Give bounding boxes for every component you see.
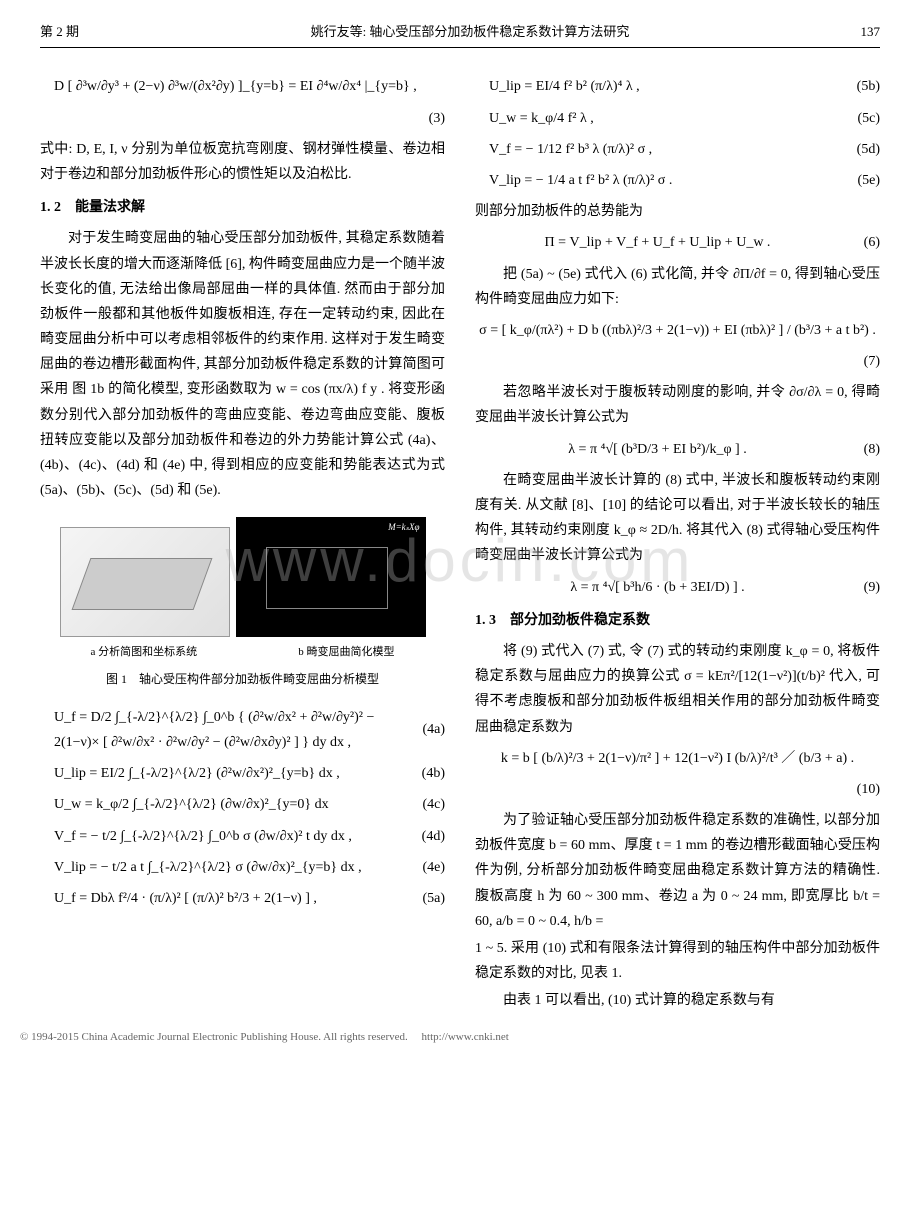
figure-1-caption: 图 1 轴心受压构件部分加劲板件畸变屈曲分析模型 [40, 669, 445, 691]
figure-1b-label: b 畸变屈曲简化模型 [298, 643, 394, 663]
section-1-2-title: 1. 2 能量法求解 [40, 195, 445, 220]
eq4a-formula: U_f = D/2 ∫_{-λ/2}^{λ/2} ∫_0^b { (∂²w/∂x… [40, 705, 405, 755]
running-title: 姚行友等: 轴心受压部分加劲板件稳定系数计算方法研究 [120, 20, 820, 43]
equation-6: Π = V_lip + V_f + U_f + U_lip + U_w . (6… [475, 230, 880, 255]
eq5c-formula: U_w = k_φ/4 f² λ , [475, 106, 840, 131]
figure-1b-formula-label: M=kₛXφ [388, 519, 419, 535]
section-1-3-p2: 为了验证轴心受压部分加劲板件稳定系数的准确性, 以部分加劲板件宽度 b = 60… [475, 808, 880, 934]
eq5d-tag: (5d) [840, 137, 880, 162]
eq4a-tag: (4a) [405, 717, 445, 742]
equation-9: λ = π ⁴√[ b³h/6 · (b + 3EI/D) ] . (9) [475, 575, 880, 600]
eq5b-tag: (5b) [840, 74, 880, 99]
left-column: D [ ∂³w/∂y³ + (2−ν) ∂³w/(∂x²∂y) ]_{y=b} … [40, 68, 445, 1015]
figure-1: M=kₛXφ a 分析简图和坐标系统 b 畸变屈曲简化模型 图 1 轴心受压构件… [40, 517, 445, 690]
eq4e-formula: V_lip = − t/2 a t ∫_{-λ/2}^{λ/2} σ (∂w/∂… [40, 855, 405, 880]
eq4e-tag: (4e) [405, 855, 445, 880]
two-column-layout: D [ ∂³w/∂y³ + (2−ν) ∂³w/(∂x²∂y) ]_{y=b} … [40, 68, 880, 1015]
copyright-text: © 1994-2015 China Academic Journal Elect… [20, 1031, 419, 1043]
eq5e-tag: (5e) [840, 168, 880, 193]
equation-4d: V_f = − t/2 ∫_{-λ/2}^{λ/2} ∫_0^b σ (∂w/∂… [40, 824, 445, 849]
eq10-formula: k = b [ (b/λ)²/3 + 2(1−ν)/π² ] + 12(1−ν²… [475, 746, 880, 771]
eq6-formula: Π = V_lip + V_f + U_f + U_lip + U_w . [475, 230, 840, 255]
eq3-formula: D [ ∂³w/∂y³ + (2−ν) ∂³w/(∂x²∂y) ]_{y=b} … [40, 74, 445, 99]
equation-4e: V_lip = − t/2 a t ∫_{-λ/2}^{λ/2} σ (∂w/∂… [40, 855, 445, 880]
section-1-3-title: 1. 3 部分加劲板件稳定系数 [475, 608, 880, 633]
section-1-3-p1: 将 (9) 式代入 (7) 式, 令 (7) 式的转动约束刚度 k_φ = 0,… [475, 639, 880, 740]
eq9-formula: λ = π ⁴√[ b³h/6 · (b + 3EI/D) ] . [475, 575, 840, 600]
figure-1-images: M=kₛXφ [40, 517, 445, 637]
eq5b-formula: U_lip = EI/4 f² b² (π/λ)⁴ λ , [475, 74, 840, 99]
eq4d-tag: (4d) [405, 824, 445, 849]
eq4c-tag: (4c) [405, 792, 445, 817]
eq8-formula: λ = π ⁴√[ (b³D/3 + EI b²)/k_φ ] . [475, 437, 840, 462]
after-eq8-text: 在畸变屈曲半波长计算的 (8) 式中, 半波长和腹板转动约束刚度有关. 从文献 … [475, 468, 880, 569]
eq5c-tag: (5c) [840, 106, 880, 131]
eq8-tag: (8) [840, 437, 880, 462]
equation-8: λ = π ⁴√[ (b³D/3 + EI b²)/k_φ ] . (8) [475, 437, 880, 462]
figure-1a-sketch [60, 527, 230, 637]
equation-10: k = b [ (b/λ)²/3 + 2(1−ν)/π² ] + 12(1−ν²… [475, 746, 880, 771]
eq10-tag: (10) [840, 777, 880, 802]
equation-3-tag-row: (3) [40, 106, 445, 131]
equation-4c: U_w = k_φ/2 ∫_{-λ/2}^{λ/2} (∂w/∂x)²_{y=0… [40, 792, 445, 817]
eq4b-formula: U_lip = EI/2 ∫_{-λ/2}^{λ/2} (∂²w/∂x²)²_{… [40, 761, 405, 786]
right-column: U_lip = EI/4 f² b² (π/λ)⁴ λ , (5b) U_w =… [475, 68, 880, 1015]
figure-1a-label: a 分析简图和坐标系统 [91, 643, 198, 663]
eq5d-formula: V_f = − 1/12 f² b³ λ (π/λ)² σ , [475, 137, 840, 162]
equation-5b: U_lip = EI/4 f² b² (π/λ)⁴ λ , (5b) [475, 74, 880, 99]
eq3-tag: (3) [405, 106, 445, 131]
equation-5a: U_f = Dbλ f²/4 · (π/λ)² [ (π/λ)² b²/3 + … [40, 886, 445, 911]
eq4d-formula: V_f = − t/2 ∫_{-λ/2}^{λ/2} ∫_0^b σ (∂w/∂… [40, 824, 405, 849]
section-1-3-p3: 1 ~ 5. 采用 (10) 式和有限条法计算得到的轴压构件中部分加劲板件稳定系… [475, 936, 880, 986]
section-1-2-body: 对于发生畸变屈曲的轴心受压部分加劲板件, 其稳定系数随着半波长长度的增大而逐渐降… [40, 226, 445, 503]
equation-7: σ = [ k_φ/(πλ²) + D b ((πbλ)²/3 + 2(1−ν)… [475, 318, 880, 343]
eq4c-formula: U_w = k_φ/2 ∫_{-λ/2}^{λ/2} (∂w/∂x)²_{y=0… [40, 792, 405, 817]
equation-10-tag-row: (10) [475, 777, 880, 802]
equation-3: D [ ∂³w/∂y³ + (2−ν) ∂³w/(∂x²∂y) ]_{y=b} … [40, 74, 445, 99]
equation-5d: V_f = − 1/12 f² b³ λ (π/λ)² σ , (5d) [475, 137, 880, 162]
symbol-definitions: 式中: D, E, I, ν 分别为单位板宽抗弯刚度、钢材弹性模量、卷边相对于卷… [40, 137, 445, 187]
equation-4a: U_f = D/2 ∫_{-λ/2}^{λ/2} ∫_0^b { (∂²w/∂x… [40, 705, 445, 755]
eq5e-formula: V_lip = − 1/4 a t f² b² λ (π/λ)² σ . [475, 168, 840, 193]
eq5a-tag: (5a) [405, 886, 445, 911]
equation-7-tag-row: (7) [475, 349, 880, 374]
eq6-tag: (6) [840, 230, 880, 255]
equation-5c: U_w = k_φ/4 f² λ , (5c) [475, 106, 880, 131]
eq7-formula: σ = [ k_φ/(πλ²) + D b ((πbλ)²/3 + 2(1−ν)… [475, 318, 880, 343]
eq5a-formula: U_f = Dbλ f²/4 · (π/λ)² [ (π/λ)² b²/3 + … [40, 886, 405, 911]
equation-5e: V_lip = − 1/4 a t f² b² λ (π/λ)² σ . (5e… [475, 168, 880, 193]
eq4b-tag: (4b) [405, 761, 445, 786]
page-number: 137 [820, 20, 880, 43]
page-header: 第 2 期 姚行友等: 轴心受压部分加劲板件稳定系数计算方法研究 137 [40, 20, 880, 48]
eq9-tag: (9) [840, 575, 880, 600]
lambda-intro: 若忽略半波长对于腹板转动刚度的影响, 并令 ∂σ/∂λ = 0, 得畸变屈曲半波… [475, 380, 880, 430]
substitution-text: 把 (5a) ~ (5e) 式代入 (6) 式化简, 并令 ∂Π/∂f = 0,… [475, 262, 880, 312]
section-1-3-p4: 由表 1 可以看出, (10) 式计算的稳定系数与有 [475, 988, 880, 1013]
figure-1b-model: M=kₛXφ [236, 517, 426, 637]
figure-1-sublabels: a 分析简图和坐标系统 b 畸变屈曲简化模型 [40, 643, 445, 663]
issue-number: 第 2 期 [40, 20, 120, 43]
equation-4b: U_lip = EI/2 ∫_{-λ/2}^{λ/2} (∂²w/∂x²)²_{… [40, 761, 445, 786]
cnki-link[interactable]: http://www.cnki.net [422, 1031, 509, 1043]
total-potential-intro: 则部分加劲板件的总势能为 [475, 199, 880, 224]
copyright-footer: © 1994-2015 China Academic Journal Elect… [20, 1028, 509, 1048]
eq7-tag: (7) [840, 349, 880, 374]
